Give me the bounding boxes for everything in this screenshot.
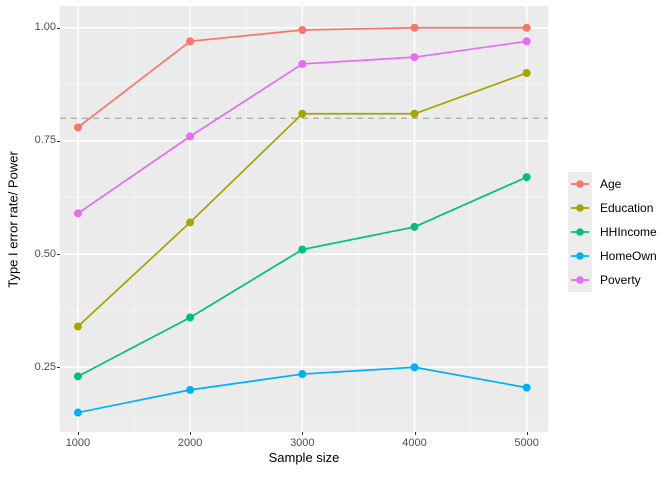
legend-key-icon xyxy=(568,172,592,196)
y-tick-mark xyxy=(57,254,60,256)
legend-key-icon xyxy=(568,244,592,268)
x-tick-label: 4000 xyxy=(402,437,427,449)
legend-item-age: Age xyxy=(568,172,657,196)
data-point xyxy=(298,370,307,379)
x-tick-label: 5000 xyxy=(514,437,539,449)
legend-item-homeown: HomeOwn xyxy=(568,244,657,268)
x-tick-mark xyxy=(414,432,416,435)
data-point xyxy=(186,313,195,322)
data-point xyxy=(522,383,531,392)
data-point xyxy=(73,322,82,331)
legend: Age Education HHIncome HomeOwn Poverty xyxy=(568,172,657,292)
data-point xyxy=(186,37,195,46)
y-tick-mark xyxy=(57,140,60,142)
data-point xyxy=(73,372,82,381)
data-point xyxy=(186,385,195,394)
data-point xyxy=(522,69,531,78)
y-tick-mark xyxy=(57,367,60,369)
series-Age xyxy=(73,23,531,132)
data-point xyxy=(410,23,419,32)
x-tick-mark xyxy=(526,432,528,435)
data-point xyxy=(298,109,307,118)
y-tick-label: 1.00 xyxy=(34,21,56,34)
y-tick-label: 0.50 xyxy=(34,247,56,260)
data-point xyxy=(73,408,82,417)
data-point xyxy=(410,363,419,372)
data-point xyxy=(73,209,82,218)
legend-label: HHIncome xyxy=(600,225,657,239)
x-tick-label: 1000 xyxy=(65,437,91,449)
y-tick-mark xyxy=(57,27,60,29)
data-point xyxy=(186,132,195,141)
legend-label: Age xyxy=(600,177,622,191)
legend-key-icon xyxy=(568,196,592,220)
legend-label: Education xyxy=(600,201,654,215)
legend-key-icon xyxy=(568,220,592,244)
data-point xyxy=(522,23,531,32)
data-point xyxy=(410,109,419,118)
legend-label: Poverty xyxy=(600,273,641,287)
data-point xyxy=(522,37,531,46)
data-point xyxy=(410,53,419,62)
plot-panel xyxy=(60,6,548,432)
x-tick-mark xyxy=(302,432,304,435)
plot-canvas xyxy=(60,6,548,432)
x-tick-mark xyxy=(190,432,192,435)
data-point xyxy=(410,222,419,231)
legend-key-icon xyxy=(568,268,592,292)
data-point xyxy=(522,173,531,182)
x-tick-label: 3000 xyxy=(290,437,315,449)
x-axis-title: Sample size xyxy=(268,450,340,465)
x-tick-label: 2000 xyxy=(177,437,203,449)
legend-item-poverty: Poverty xyxy=(568,268,657,292)
y-tick-label: 0.75 xyxy=(34,134,56,147)
series-HomeOwn xyxy=(73,363,531,417)
data-point xyxy=(298,25,307,34)
data-point xyxy=(298,245,307,254)
legend-item-hhincome: HHIncome xyxy=(568,220,657,244)
x-tick-mark xyxy=(77,432,79,435)
data-point xyxy=(73,123,82,132)
data-point xyxy=(186,218,195,227)
data-point xyxy=(298,59,307,68)
legend-item-education: Education xyxy=(568,196,657,220)
series-Education xyxy=(73,69,531,331)
series-HHIncome xyxy=(73,173,531,381)
series-Poverty xyxy=(73,37,531,218)
y-tick-label: 0.25 xyxy=(34,360,56,373)
legend-label: HomeOwn xyxy=(600,249,657,263)
